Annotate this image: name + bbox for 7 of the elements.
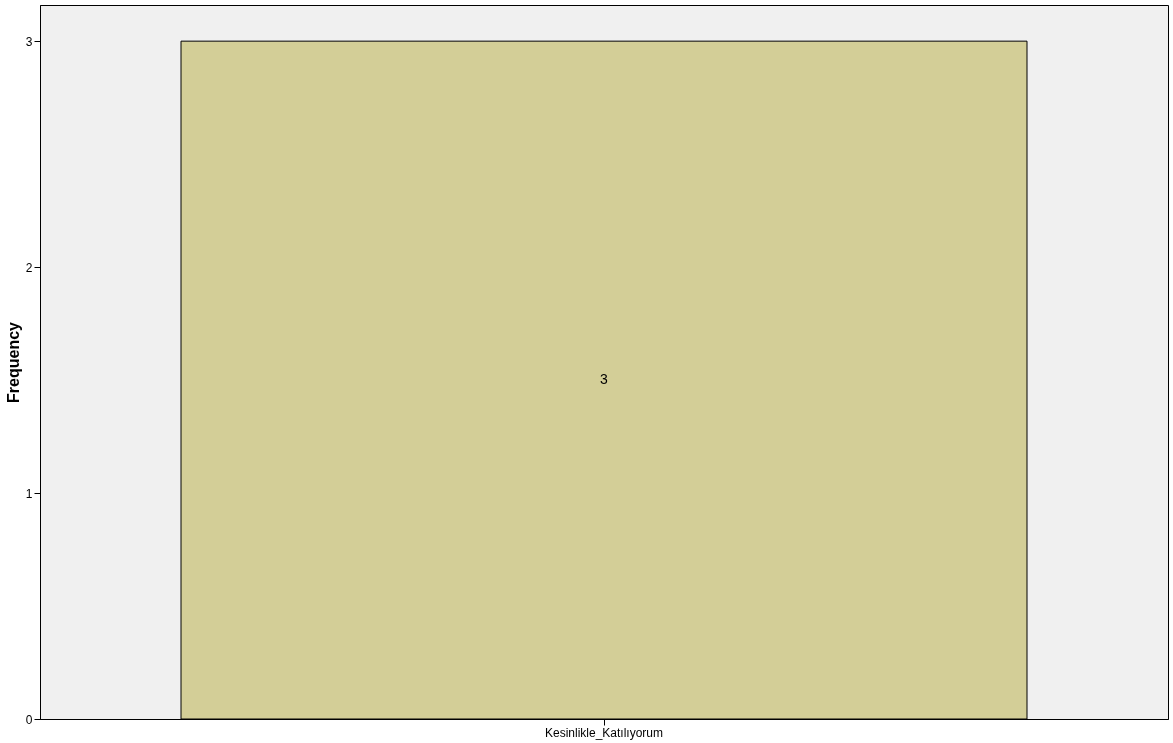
y-axis-title: Frequency [4,321,22,403]
y-tick-label: 3 [25,34,33,49]
x-tick-label: Kesinlikle_Katılıyorum [544,725,664,740]
y-tick-label: 1 [25,486,33,501]
y-tick-label: 2 [25,260,33,275]
y-tick-label: 0 [25,712,33,727]
data-label: 3 [600,371,609,388]
